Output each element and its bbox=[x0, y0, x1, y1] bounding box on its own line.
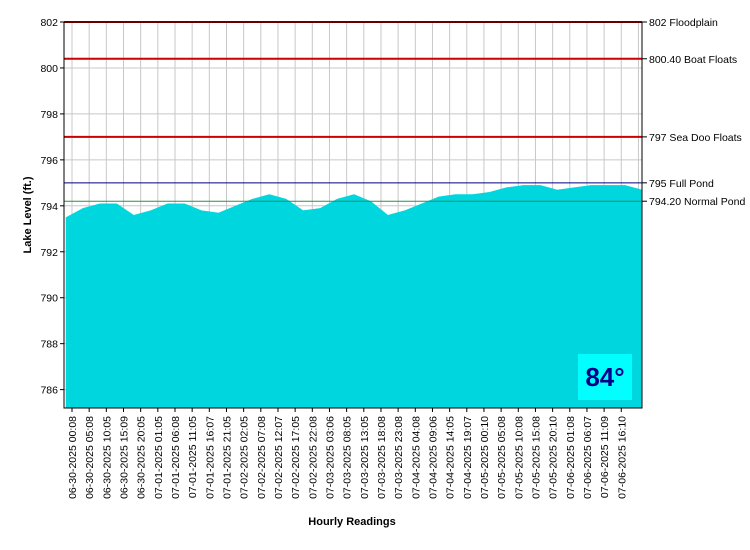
x-tick-label: 07-02-2025 02:05 bbox=[239, 416, 251, 499]
reference-label: 794.20 Normal Pond bbox=[649, 196, 745, 208]
x-tick-label: 07-01-2025 16:07 bbox=[204, 416, 216, 499]
x-tick-label: 07-05-2025 00:10 bbox=[479, 416, 491, 499]
y-tick-label: 786 bbox=[40, 385, 58, 397]
x-tick-label: 07-04-2025 19:07 bbox=[462, 416, 474, 499]
x-tick-label: 07-02-2025 12:07 bbox=[273, 416, 285, 499]
x-tick-label: 07-06-2025 06:07 bbox=[582, 416, 594, 499]
x-tick-label: 06-30-2025 00:08 bbox=[67, 416, 79, 499]
reference-label: 795 Full Pond bbox=[649, 178, 714, 190]
y-tick-label: 798 bbox=[40, 109, 58, 121]
x-tick-label: 07-04-2025 04:08 bbox=[410, 416, 422, 499]
y-tick-label: 796 bbox=[40, 155, 58, 167]
x-axis-ticks: 06-30-2025 00:08 06-30-2025 05:08 06-30-20… bbox=[67, 408, 628, 499]
y-tick-label: 800 bbox=[40, 63, 58, 75]
x-tick-label: 07-02-2025 07:08 bbox=[256, 416, 268, 499]
reference-label: 800.40 Boat Floats bbox=[649, 54, 737, 66]
x-tick-label: 07-01-2025 06:08 bbox=[170, 416, 182, 499]
x-tick-label: 07-02-2025 17:05 bbox=[290, 416, 302, 499]
reference-label: 802 Floodplain bbox=[649, 17, 718, 29]
y-tick-label: 792 bbox=[40, 247, 58, 259]
x-tick-label: 06-30-2025 15:09 bbox=[118, 416, 130, 499]
x-tick-label: 07-03-2025 23:08 bbox=[393, 416, 405, 499]
x-tick-label: 07-01-2025 01:05 bbox=[153, 416, 165, 499]
x-tick-label: 07-05-2025 05:08 bbox=[496, 416, 508, 499]
x-tick-label: 07-04-2025 14:05 bbox=[445, 416, 457, 499]
x-tick-label: 07-06-2025 01:08 bbox=[565, 416, 577, 499]
temperature-value: 84° bbox=[585, 361, 625, 392]
x-tick-label: 07-01-2025 21:05 bbox=[221, 416, 233, 499]
x-tick-label: 07-06-2025 16:10 bbox=[616, 416, 628, 499]
x-tick-label: 06-30-2025 05:08 bbox=[84, 416, 96, 499]
y-axis-ticks: 786 788 790 792 794 796 798 800 802 bbox=[40, 17, 64, 397]
plot-border bbox=[63, 21, 643, 409]
x-tick-label: 07-05-2025 20:10 bbox=[548, 416, 560, 499]
y-tick-label: 802 bbox=[40, 17, 58, 29]
y-tick-label: 794 bbox=[40, 201, 58, 213]
x-tick-label: 07-03-2025 13:05 bbox=[359, 416, 371, 499]
x-tick-label: 07-05-2025 15:08 bbox=[530, 416, 542, 499]
temperature-badge: 84° bbox=[578, 354, 632, 400]
x-tick-label: 07-03-2025 18:08 bbox=[376, 416, 388, 499]
y-tick-label: 788 bbox=[40, 339, 58, 351]
x-tick-label: 07-03-2025 08:05 bbox=[342, 416, 354, 499]
x-tick-label: 07-02-2025 22:08 bbox=[307, 416, 319, 499]
area-series bbox=[65, 185, 642, 408]
y-tick-label: 790 bbox=[40, 293, 58, 305]
x-tick-label: 07-04-2025 09:06 bbox=[427, 416, 439, 499]
x-tick-label: 06-30-2025 20:05 bbox=[136, 416, 148, 499]
reference-lines: 802 Floodplain 800.40 Boat Floats 797 Sea … bbox=[64, 17, 745, 208]
x-tick-label: 06-30-2025 10:05 bbox=[101, 416, 113, 499]
plot-frame bbox=[63, 21, 643, 409]
x-tick-label: 07-06-2025 11:09 bbox=[599, 416, 611, 498]
x-tick-label: 07-05-2025 10:08 bbox=[513, 416, 525, 499]
x-tick-label: 07-01-2025 11:05 bbox=[187, 416, 199, 498]
x-axis-title: Hourly Readings bbox=[308, 516, 395, 528]
reference-label: 797 Sea Doo Floats bbox=[649, 132, 742, 144]
x-tick-label: 07-03-2025 03:06 bbox=[324, 416, 336, 499]
y-axis-title: Lake Level (ft.) bbox=[22, 176, 34, 253]
